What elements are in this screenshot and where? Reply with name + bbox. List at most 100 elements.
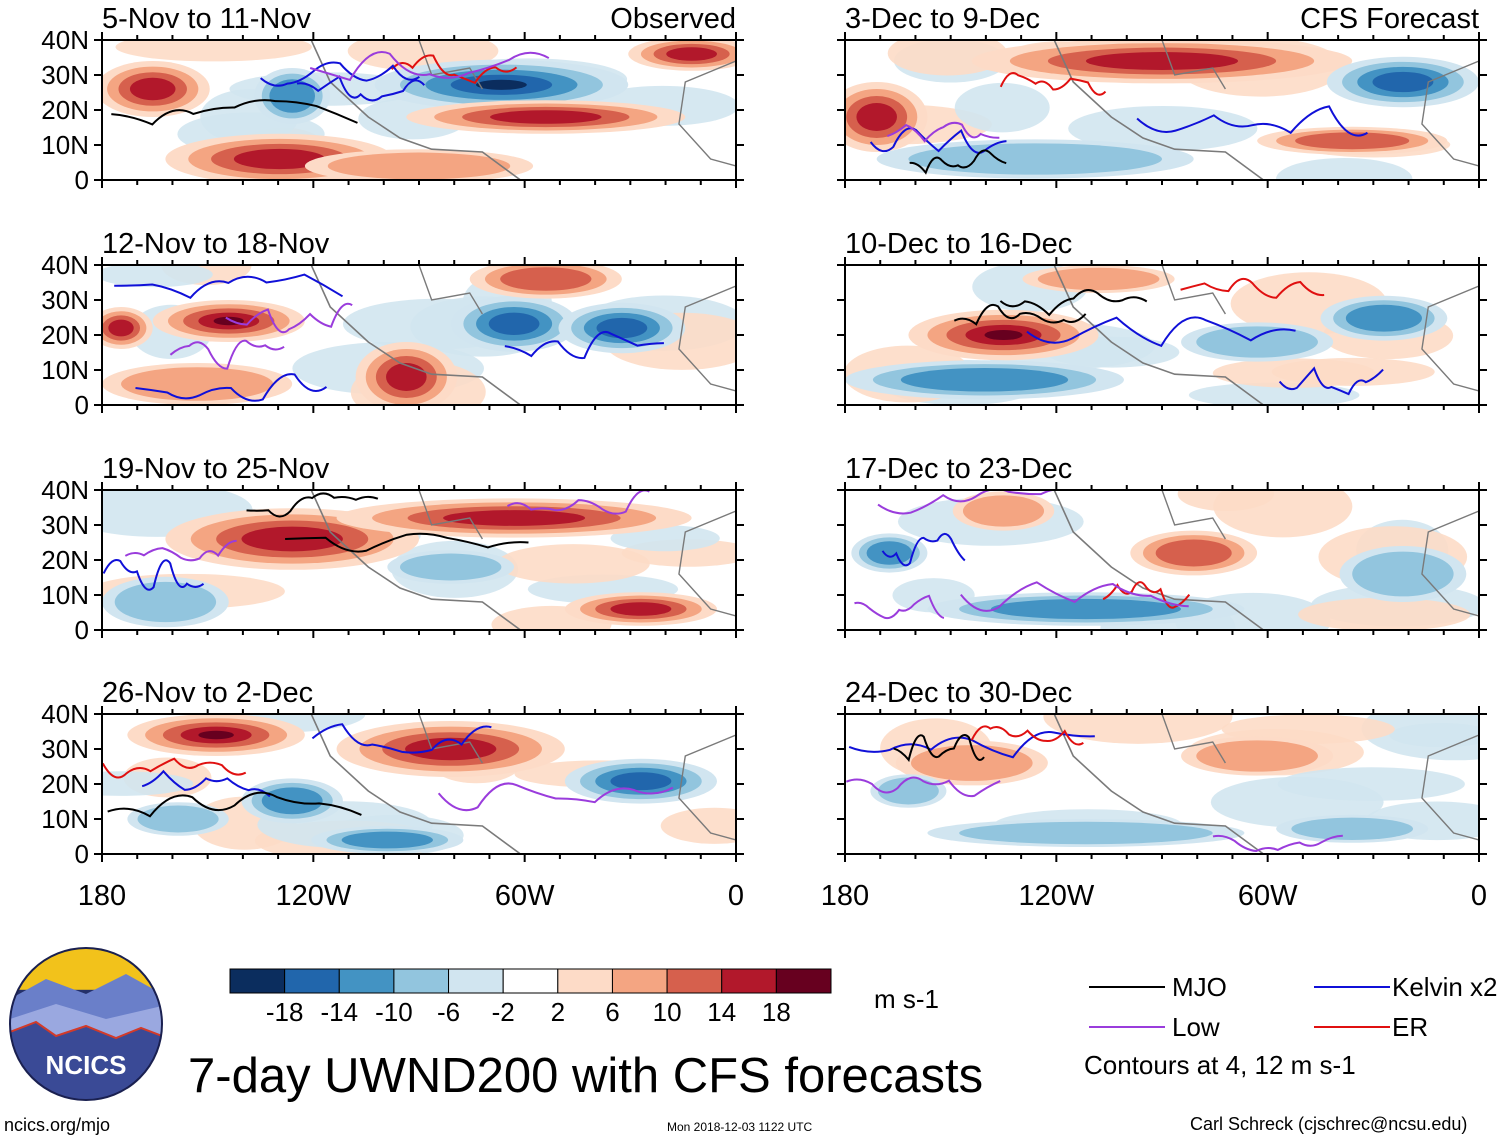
colorbar-segment <box>448 968 504 994</box>
colorbar-segment <box>502 968 559 994</box>
contour-note: Contours at 4, 12 m s-1 <box>1084 1050 1356 1080</box>
anomaly-blob <box>1291 817 1414 840</box>
contour-line <box>225 302 353 334</box>
panel-title: 12-Nov to 18-Nov <box>102 228 330 260</box>
anomaly-blob <box>1155 539 1232 567</box>
anomaly-blob <box>1196 326 1318 358</box>
coastline <box>1053 265 1264 405</box>
colorbar-tick-label: -2 <box>491 997 515 1027</box>
panel-1-field <box>102 265 736 405</box>
contour-line <box>1026 316 1296 348</box>
anomaly-blob <box>137 805 219 833</box>
panel-title: 19-Nov to 25-Nov <box>102 453 330 485</box>
contour-line <box>141 769 271 798</box>
x-tick-label: 180 <box>820 880 870 912</box>
panel-title: 5-Nov to 11-Nov <box>102 3 311 35</box>
coastline <box>1053 490 1264 630</box>
anomaly-blob <box>1352 551 1454 597</box>
contour-line <box>309 51 550 82</box>
chart-title: 7-day UWND200 with CFS forecasts <box>188 1049 984 1103</box>
anomaly-blob <box>1295 132 1410 150</box>
x-tick-label: 0 <box>1470 880 1488 912</box>
colorbar-segment <box>721 968 777 994</box>
colorbar-tick-label: 10 <box>652 997 682 1027</box>
colorbar-tick-label: -6 <box>436 997 461 1027</box>
forecast-label: CFS Forecast <box>1300 3 1479 35</box>
y-tick-label: 0 <box>74 390 89 420</box>
anomaly-blob <box>959 821 1213 845</box>
x-tick-label: 120W <box>1018 880 1095 912</box>
anomaly-blob <box>198 730 234 740</box>
contour-line <box>124 539 237 562</box>
colorbar-segment <box>666 968 723 994</box>
colorbar-tick-label: 2 <box>550 997 566 1027</box>
anomaly-blob <box>488 312 540 335</box>
y-tick-label: 20N <box>41 320 89 350</box>
colorbar-tick-label: 6 <box>605 997 620 1027</box>
anomaly-blob <box>856 103 897 131</box>
contour-line <box>311 723 492 754</box>
panel-title: 17-Dec to 23-Dec <box>845 453 1073 485</box>
contour-line <box>999 72 1107 96</box>
anomaly-blob <box>984 329 1023 341</box>
legend-line-mjo <box>1089 986 1165 988</box>
y-tick-label: 20N <box>41 545 89 575</box>
anomaly-blob <box>1037 267 1160 291</box>
y-tick-label: 0 <box>74 839 89 869</box>
colorbar-tick-label: -10 <box>375 997 413 1027</box>
anomaly-blob <box>269 79 316 113</box>
y-tick-label: 30N <box>41 734 89 764</box>
ncics-logo: NCICS <box>9 947 163 1101</box>
coastline <box>310 265 521 405</box>
x-tick-label: 120W <box>275 880 352 912</box>
y-tick-label: 40N <box>41 250 89 280</box>
anomaly-blob <box>1372 71 1434 93</box>
legend-line-kelvin <box>1314 986 1390 988</box>
contour-line <box>111 99 358 126</box>
observed-label: Observed <box>610 3 736 35</box>
panel-4-field <box>845 40 1479 180</box>
contour-line <box>246 492 379 518</box>
contour-line <box>877 490 1074 515</box>
y-tick-label: 10N <box>41 804 89 834</box>
panel-0-field <box>102 40 736 180</box>
anomaly-blob <box>1345 304 1422 332</box>
y-tick-label: 0 <box>74 615 89 645</box>
y-tick-label: 20N <box>41 95 89 125</box>
colorbar-segment <box>229 968 286 994</box>
contour-line <box>845 776 1001 798</box>
y-tick-label: 10N <box>41 580 89 610</box>
anomaly-blob <box>596 317 648 339</box>
anomaly-blob <box>443 510 586 526</box>
website-link[interactable]: ncics.org/mjo <box>4 1115 111 1135</box>
y-tick-label: 30N <box>41 285 89 315</box>
panel-2-field <box>102 490 736 630</box>
contour-line <box>999 289 1148 317</box>
anomaly-blob <box>233 148 326 170</box>
anomaly-blob <box>610 602 672 616</box>
anomaly-blob <box>129 77 176 101</box>
legend-line-low <box>1089 1026 1165 1028</box>
contour-line <box>854 594 945 620</box>
x-tick-label: 180 <box>77 880 127 912</box>
contour-line <box>169 339 285 370</box>
timestamp: Mon 2018-12-03 1122 UTC <box>667 1120 813 1134</box>
logo-text: NCICS <box>46 1050 127 1080</box>
coastline <box>1053 40 1264 180</box>
contour-line <box>1278 366 1384 396</box>
anomaly-blob <box>990 598 1182 620</box>
y-tick-label: 30N <box>41 60 89 90</box>
legend-label-low: Low <box>1172 1012 1220 1042</box>
contour-line <box>107 791 362 818</box>
contour-line <box>259 61 420 87</box>
contour-line <box>1102 581 1191 609</box>
anomaly-blob <box>114 581 217 623</box>
contour-line <box>886 121 1000 143</box>
colorbar-tick-label: -18 <box>265 997 304 1027</box>
contour-line <box>909 149 1007 175</box>
y-tick-label: 20N <box>41 769 89 799</box>
legend-label-er: ER <box>1392 1012 1429 1042</box>
contour-line <box>285 532 529 553</box>
